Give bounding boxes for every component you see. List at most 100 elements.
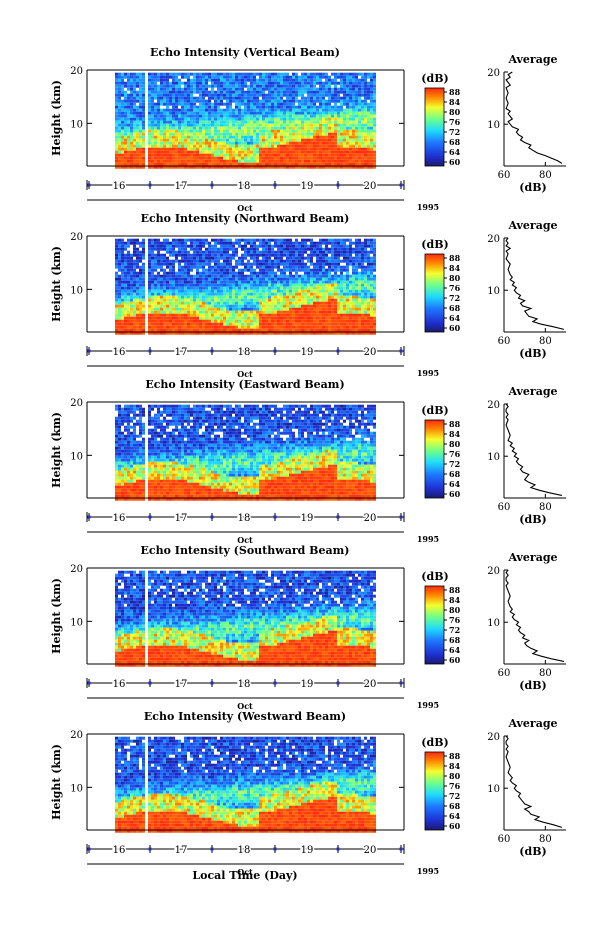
heatmap-cell [310, 322, 313, 326]
heatmap-cell [187, 156, 190, 160]
heatmap-cell [313, 84, 316, 88]
heatmap-cell [208, 114, 211, 118]
heatmap-cell [127, 313, 130, 317]
heatmap-cell [223, 271, 226, 275]
heatmap-cell [271, 268, 274, 272]
heatmap-cell [172, 165, 175, 169]
heatmap-cell [190, 295, 193, 299]
heatmap-cell [127, 156, 130, 160]
heatmap-cell [331, 268, 334, 272]
heatmap-cell [346, 105, 349, 109]
heatmap-cell [259, 331, 262, 335]
heatmap-cell [310, 283, 313, 287]
heatmap-cell [241, 147, 244, 151]
heatmap-cell [292, 280, 295, 284]
heatmap-cell [211, 132, 214, 136]
heatmap-cell [178, 292, 181, 296]
heatmap-cell [118, 159, 121, 163]
heatmap-cell [115, 81, 118, 85]
heatmap-cell [253, 117, 256, 121]
heatmap-cell [262, 250, 265, 254]
heatmap-cell [223, 72, 226, 76]
heatmap-cell [169, 156, 172, 160]
heatmap-cell [208, 307, 211, 311]
heatmap-cell [289, 111, 292, 115]
heatmap-cell [211, 256, 214, 260]
heatmap-cell [349, 138, 352, 142]
heatmap-cell [265, 147, 268, 151]
heatmap-cell [292, 162, 295, 166]
heatmap-cell [148, 93, 151, 97]
heatmap-cell [271, 274, 274, 278]
heatmap-cell [289, 286, 292, 290]
heatmap-cell [361, 141, 364, 145]
heatmap-cell [319, 241, 322, 245]
heatmap-cell [166, 283, 169, 287]
heatmap-cell [247, 132, 250, 136]
heatmap-cell [172, 111, 175, 115]
heatmap-cell [268, 159, 271, 163]
heatmap-cell [130, 111, 133, 115]
heatmap-cell [232, 331, 235, 335]
heatmap-cell [172, 138, 175, 142]
heatmap-cell [181, 319, 184, 323]
heatmap-cell [274, 138, 277, 142]
heatmap-cell [208, 280, 211, 284]
heatmap-cell [133, 162, 136, 166]
heatmap-cell [187, 265, 190, 269]
heatmap-cell [172, 301, 175, 305]
heatmap-cell [268, 313, 271, 317]
heatmap-cell [355, 117, 358, 121]
heatmap-cell [235, 84, 238, 88]
heatmap-cell [280, 325, 283, 329]
heatmap-cell [190, 84, 193, 88]
heatmap-cell [163, 289, 166, 293]
heatmap-cell [166, 325, 169, 329]
heatmap-cell [211, 331, 214, 335]
heatmap-cell [127, 310, 130, 314]
heatmap-cell [229, 165, 232, 169]
heatmap-cell [169, 165, 172, 169]
heatmap-cell [121, 310, 124, 314]
heatmap-cell [334, 135, 337, 139]
heatmap-cell [334, 244, 337, 248]
heatmap-cell [274, 256, 277, 260]
heatmap-cell [208, 111, 211, 115]
heatmap-cell [256, 129, 259, 133]
heatmap-cell [322, 147, 325, 151]
heatmap-cell [325, 114, 328, 118]
heatmap-cell [346, 126, 349, 130]
heatmap-cell [262, 304, 265, 308]
heatmap-cell [196, 271, 199, 275]
heatmap-cell [247, 75, 250, 79]
heatmap-cell [373, 156, 376, 160]
heatmap-cell [232, 265, 235, 269]
heatmap-cell [154, 87, 157, 91]
heatmap-cell [118, 114, 121, 118]
heatmap-cell [292, 310, 295, 314]
heatmap-cell [259, 280, 262, 284]
heatmap-cell [223, 274, 226, 278]
heatmap-cell [292, 325, 295, 329]
heatmap-cell [169, 286, 172, 290]
heatmap-cell [364, 138, 367, 142]
heatmap-cell [244, 319, 247, 323]
heatmap-cell [319, 84, 322, 88]
heatmap-cell [220, 310, 223, 314]
heatmap-cell [340, 72, 343, 76]
heatmap-cell [334, 150, 337, 154]
heatmap-cell [253, 99, 256, 103]
year-label: 1995 [417, 202, 439, 212]
heatmap-cell [250, 331, 253, 335]
heatmap-cell [133, 135, 136, 139]
heatmap-cell [364, 135, 367, 139]
heatmap-cell [178, 99, 181, 103]
heatmap-cell [178, 322, 181, 326]
heatmap-cell [160, 135, 163, 139]
heatmap-cell [316, 156, 319, 160]
heatmap-cell [199, 313, 202, 317]
heatmap-cell [133, 99, 136, 103]
heatmap-cell [127, 244, 130, 248]
heatmap-cell [274, 159, 277, 163]
heatmap-cell [157, 238, 160, 242]
